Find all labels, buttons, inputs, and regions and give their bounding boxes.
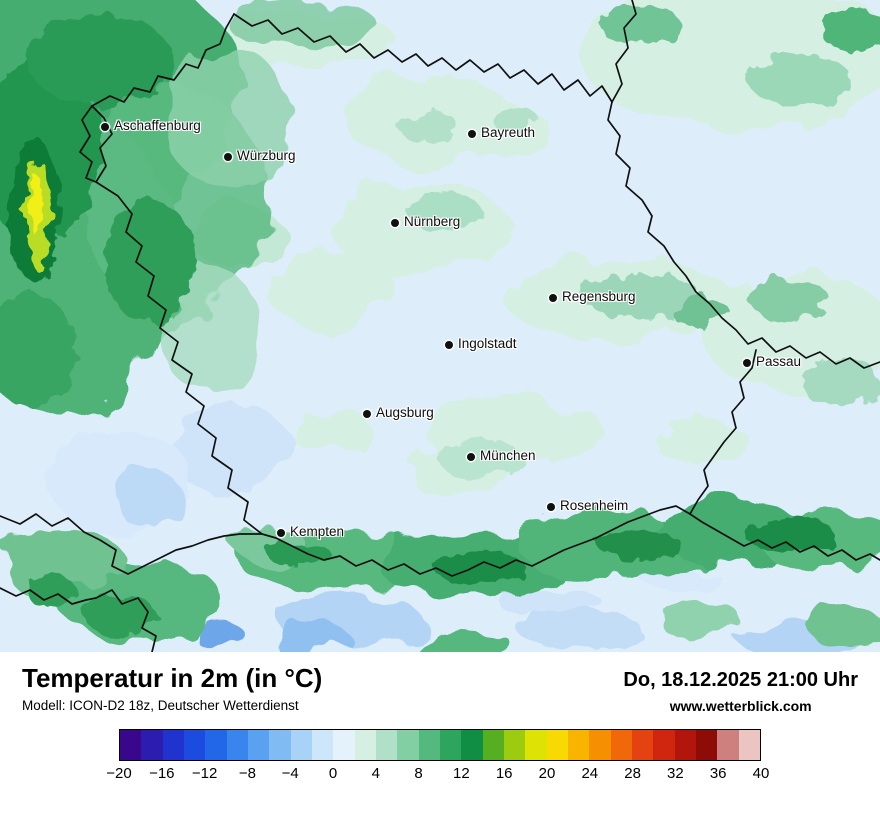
colorbar-segment — [589, 730, 611, 760]
city-dot — [445, 341, 453, 349]
city-dot — [101, 123, 109, 131]
colorbar-segment — [738, 730, 760, 760]
page-title: Temperatur in 2m (in °C) — [22, 663, 323, 693]
colorbar-tick-label: 20 — [538, 765, 556, 782]
colorbar-tick-label: −20 — [106, 765, 132, 782]
colorbar-segment — [717, 730, 739, 760]
city-label: Rosenheim — [560, 498, 629, 513]
temperature-map: Aschaffenburg Würzburg Bayreuth Nürnberg Reg… — [0, 0, 880, 652]
colorbar-segment — [290, 730, 312, 760]
colorbar-segment — [205, 730, 227, 760]
city-dot — [547, 503, 555, 511]
border-czech-spur — [611, 0, 637, 103]
city-dot — [743, 359, 751, 367]
colorbar-segment — [354, 730, 376, 760]
city-label: Bayreuth — [481, 125, 536, 140]
blue-patches — [48, 404, 862, 652]
colorbar-segment — [247, 730, 270, 760]
colorbar-segment — [162, 730, 184, 760]
colorbar-tick-label: 16 — [495, 765, 513, 782]
border-east-czech — [607, 101, 880, 369]
city-dot — [391, 219, 399, 227]
colorbar-tick-labels: −20 −16 −12 −8 −4 0 4 8 12 16 20 24 28 32 36 40 — [106, 765, 769, 785]
colorbar-segment — [141, 730, 163, 760]
medium-green-patches — [400, 7, 880, 480]
colorbar-segment — [461, 730, 483, 760]
colorbar-tick-label: 32 — [667, 765, 684, 782]
colorbar-segment — [631, 730, 654, 760]
city-label: Nürnberg — [404, 214, 461, 229]
border-west — [91, 105, 263, 535]
colorbar-segment — [546, 730, 568, 760]
city-dot — [224, 153, 232, 161]
colorbar-segment — [610, 730, 632, 760]
colorbar-tick-label: 0 — [328, 765, 338, 782]
colorbar-tick-label: 24 — [581, 765, 599, 782]
city-dot — [468, 130, 476, 138]
colorbar-segment — [695, 730, 718, 760]
colorbar-segment — [525, 730, 547, 760]
colorbar-segment — [397, 730, 419, 760]
colorbar-segment — [482, 730, 504, 760]
border-aschaffenburg-pocket — [79, 105, 97, 183]
colorbar-segment — [567, 730, 590, 760]
city-label: Aschaffenburg — [114, 118, 201, 133]
temperature-field-svg — [0, 0, 880, 652]
colorbar-tick-label: −4 — [281, 765, 299, 782]
border-northwest — [91, 13, 235, 107]
alpine-dark-green-cores — [24, 520, 836, 635]
city-label: Ingolstadt — [458, 336, 517, 351]
colorbar-segment — [333, 730, 355, 760]
colorbar-segment — [418, 730, 440, 760]
colorbar-wrap: −20 −16 −12 −8 −4 0 4 8 12 16 20 24 28 32 36 40 — [106, 729, 769, 785]
city-label: Würzburg — [237, 148, 296, 163]
border-inn-austria — [689, 349, 757, 515]
northwest-dark-green-cores — [0, 14, 196, 406]
colorbar-tick-label: −12 — [191, 765, 218, 782]
temperature-colorbar — [119, 729, 761, 761]
colorbar-tick-label: 12 — [453, 765, 470, 782]
map-footer: Temperatur in 2m (in °C) Modell: ICON-D2… — [0, 652, 880, 830]
city-dot — [549, 294, 557, 302]
city-dot — [277, 529, 285, 537]
city-dot — [467, 453, 475, 461]
border-north — [233, 13, 613, 103]
border-southwest — [0, 587, 157, 652]
colorbar-segment — [375, 730, 398, 760]
city-label: Passau — [756, 354, 802, 369]
colorbar-tick-label: 28 — [624, 765, 641, 782]
website-label: www.wetterblick.com — [669, 698, 812, 714]
city-layer: Aschaffenburg Würzburg Bayreuth Nürnberg Reg… — [101, 118, 802, 539]
colorbar-tick-label: 8 — [414, 765, 423, 782]
forecast-datetime: Do, 18.12.2025 21:00 Uhr — [623, 669, 858, 691]
city-label: Regensburg — [562, 289, 636, 304]
colorbar-tick-label: 4 — [371, 765, 380, 782]
border-lines — [0, 0, 880, 652]
colorbar-tick-label: −8 — [238, 765, 256, 782]
city-label: München — [480, 448, 536, 463]
city-label: Augsburg — [376, 405, 434, 420]
colorbar-segment — [269, 730, 291, 760]
colorbar-tick-label: −16 — [149, 765, 175, 782]
colorbar-segment — [503, 730, 526, 760]
colorbar-segment — [226, 730, 248, 760]
model-info: Modell: ICON-D2 18z, Deutscher Wetterdie… — [22, 697, 299, 713]
colorbar-segment — [311, 730, 334, 760]
colorbar-segment — [653, 730, 675, 760]
colorbar-segment — [439, 730, 462, 760]
city-dot — [363, 410, 371, 418]
colorbar-segment — [674, 730, 696, 760]
colorbar-segment — [120, 730, 142, 760]
colorbar-tick-label: 40 — [752, 765, 770, 782]
city-label: Kempten — [290, 524, 345, 539]
border-alps-austria — [0, 505, 880, 577]
colorbar-segment — [183, 730, 206, 760]
colorbar-tick-label: 36 — [709, 765, 727, 782]
